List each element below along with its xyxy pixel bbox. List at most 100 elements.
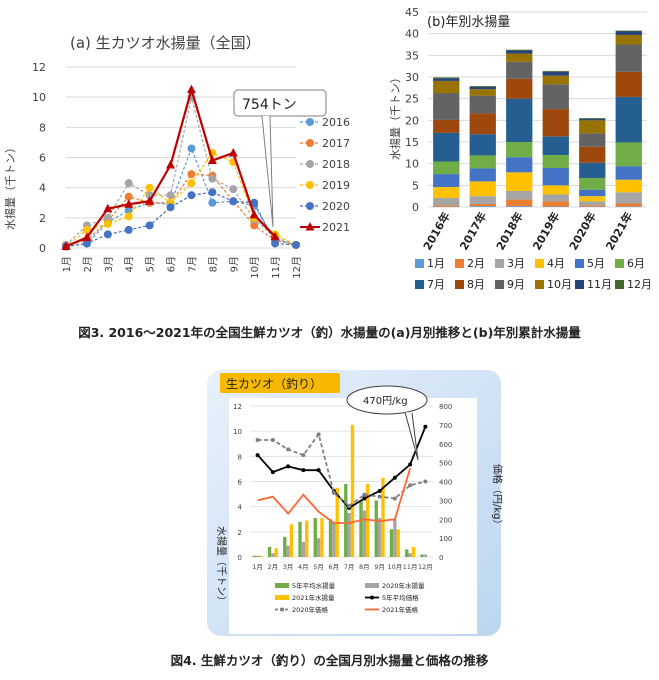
chart-a-legend-marker [306, 202, 314, 210]
chart-a-point [166, 203, 175, 212]
chart-c-bar [286, 545, 290, 557]
chart-b-bar-segment [542, 185, 569, 195]
chart-b-x-tick-label: 2019年 [529, 210, 562, 253]
chart-a-point [208, 198, 217, 207]
chart-a: (a) 生カツオ水揚量（全国） 水揚量（千トン） 0 2 4 6 8 10 12 1月 2月 3… [4, 34, 350, 279]
chart-b-bar-segment [506, 206, 533, 207]
chart-b-legend-swatch [495, 259, 504, 268]
chart-a-ylabel: 水揚量（千トン） [4, 142, 17, 230]
chart-a-x-tick-label: 1月 [61, 256, 73, 272]
chart-b-bar-segment [433, 187, 460, 198]
chart-c-price-point [286, 464, 291, 469]
chart-c-bar [313, 517, 317, 557]
chart-b-bar-segment [433, 132, 460, 162]
chart-c-y-tick-label: 0 [238, 554, 242, 562]
chart-a-point [124, 179, 133, 188]
chart-c-title: 生カツオ（釣り） [226, 377, 323, 391]
chart-b-bar-segment [469, 181, 496, 197]
chart-b-bar-segment [506, 157, 533, 173]
chart-a-point [271, 239, 280, 248]
chart-c-price-point [255, 437, 260, 442]
chart-c-x-tick-label: 3月 [283, 563, 294, 571]
chart-b-legend: 1月 2月 3月 4月 5月 6月 7月 8月 9月 10月 11月 12月 [415, 257, 652, 291]
chart-b-legend-swatch [455, 259, 464, 268]
chart-b-legend-swatch [495, 280, 504, 289]
chart-c-bar [289, 524, 294, 557]
chart-c-y2-ticks: 0 100 200 300 400 500 600 700 800 [439, 403, 452, 562]
chart-a-point [250, 221, 259, 230]
chart-b-y-tick-label: 10 [405, 158, 419, 171]
chart-b-bar-segment [542, 155, 569, 168]
chart-a-point [82, 225, 91, 234]
chart-a-point [187, 144, 196, 153]
chart-c-legend: 5年平均水揚量 2020年水揚量 2021年水揚量 5年平均価格 2020年価格 2021… [275, 581, 425, 614]
chart-c-bar [347, 512, 351, 557]
chart-b-legend-swatch [535, 280, 544, 289]
chart-b-y-tick-label: 15 [405, 136, 419, 149]
chart-b-bar-segment [433, 78, 460, 81]
chart-c-bar [350, 424, 355, 557]
chart-b-legend-label: 2月 [467, 257, 485, 270]
chart-c-price-point [270, 437, 275, 442]
chart-c-bar [298, 521, 302, 557]
chart-b-legend-label: 7月 [427, 278, 445, 291]
chart-b-bar-segment [469, 196, 496, 204]
chart-b-legend-label: 10月 [547, 278, 572, 291]
chart-c-lines [255, 424, 428, 524]
chart-a-point [187, 191, 196, 200]
chart-c-y-tick-label: 4 [238, 504, 243, 512]
chart-c-price-point [347, 504, 352, 509]
chart-b-y-tick-label: 20 [405, 114, 419, 127]
chart-a-point [166, 160, 176, 169]
chart-c-bar [420, 554, 424, 557]
chart-b-bar-segment [615, 96, 642, 143]
chart-b-title: (b)年別水揚量 [427, 14, 510, 30]
chart-b-bar-segment [542, 71, 569, 76]
chart-a-x-tick-label: 4月 [124, 256, 136, 272]
chart-b-x-tick-label: 2017年 [456, 210, 489, 253]
chart-a-x-tick-label: 7月 [186, 256, 198, 272]
chart-a-y-tick-label: 4 [39, 182, 46, 195]
chart-b-bar-segment [542, 109, 569, 137]
chart-c-price-point [331, 490, 336, 495]
chart-c-price-point [255, 453, 260, 458]
chart-a-point [208, 174, 217, 183]
chart-a-series-line [65, 146, 297, 248]
chart-b-grid [428, 11, 647, 208]
chart-b-bar-segment [506, 142, 533, 158]
chart-c-title-box [220, 373, 340, 393]
chart-b-y-ticks: 0 5 10 15 20 25 30 35 40 45 [405, 6, 419, 214]
chart-a-point [145, 221, 154, 230]
chart-a-legend-label: 2021年 [322, 220, 350, 234]
chart-b-bar-segment [615, 44, 642, 72]
chart-b-bar-segment [506, 199, 533, 207]
chart-c-price-point [392, 475, 397, 480]
chart-a-callout-pointer [261, 115, 274, 228]
chart-b-bar-segment [615, 166, 642, 180]
chart-b-y-tick-label: 45 [405, 6, 419, 19]
chart-a-x-tick-label: 6月 [166, 256, 178, 272]
chart-b-legend-label: 6月 [627, 257, 645, 270]
chart-c-y-tick-label: 8 [238, 453, 242, 461]
chart-b-bar-segment [579, 205, 606, 207]
chart-c-legend-label: 2020年価格 [292, 605, 329, 614]
chart-b-bar-segment [433, 161, 460, 175]
chart-b-y-tick-label: 5 [412, 179, 419, 192]
chart-c-bar [411, 546, 416, 557]
chart-c-price-point [423, 479, 428, 484]
chart-b-y-tick-label: 0 [412, 201, 419, 214]
chart-b-bar-segment [615, 34, 642, 45]
chart-b-bar-segment [469, 206, 496, 207]
chart-a-callout-text: 754トン [242, 97, 297, 113]
chart-b-legend-swatch [415, 259, 424, 268]
chart-c-legend-label: 2020年水揚量 [382, 581, 425, 590]
chart-a-legend-marker [306, 118, 314, 126]
figure-3-caption: 図3. 2016～2021年の全国生鮮カツオ（釣）水揚量の(a)月別推移と(b)… [78, 325, 581, 340]
chart-b-bar-segment [542, 70, 569, 72]
chart-b-x-tick-label: 2018年 [493, 210, 526, 253]
chart-b-legend-swatch [575, 280, 584, 289]
chart-a-point [187, 179, 196, 188]
chart-b-bar-segment [615, 142, 642, 167]
chart-c-price-line [257, 432, 426, 508]
chart-a-callout-box [233, 89, 327, 117]
